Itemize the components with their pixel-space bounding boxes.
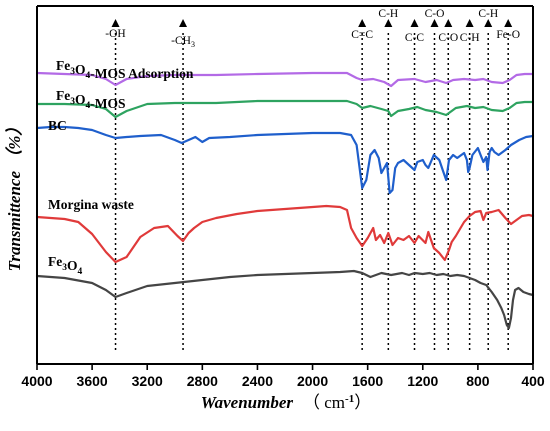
series-group: [35, 71, 535, 330]
annotation-2940-label: -CH3: [171, 35, 195, 49]
x-tick-label-2400: 2400: [242, 373, 273, 389]
series-fe3o4-mos-label: Fe3O4-MOS: [56, 88, 126, 111]
x-tick-label-2000: 2000: [297, 373, 328, 389]
annotation-3430-arrow: [111, 19, 120, 27]
annotation-1015-arrow: [444, 19, 453, 27]
x-tick-group: 4000 3600 3200 2800 2400 2000 1600 1200 800 400: [21, 364, 545, 389]
x-axis-unit-close: ）: [354, 393, 371, 412]
x-axis-label: Wavenumber: [201, 393, 294, 412]
series-fe3o4-mos-line: [35, 99, 535, 119]
annotation-1450-label: C-H: [378, 8, 398, 20]
annotation-580-arrow: [504, 19, 513, 27]
x-tick-label-4000: 4000: [21, 373, 52, 389]
annotation-725-label: C-H: [478, 8, 498, 20]
x-tick-label-3200: 3200: [132, 373, 163, 389]
annotation-860-label: C-H: [460, 32, 480, 44]
annotation-860-arrow: [465, 19, 474, 27]
annotation-580-label: Fe-O: [496, 29, 520, 41]
annotation-1640-arrow: [358, 19, 367, 27]
series-label-group: Fe3O4-MOS Adsorption Fe3O4-MOS BC Morgina w…: [48, 58, 194, 277]
annotation-1015-label: C-O: [438, 32, 458, 44]
x-axis-title: Wavenumber （ cm-1）: [201, 393, 371, 412]
x-tick-label-1600: 1600: [352, 373, 383, 389]
series-fe3o4-mos-adsorption-label: Fe3O4-MOS Adsorption: [56, 58, 194, 81]
annotation-2940-arrow: [179, 19, 188, 27]
x-axis-unit-exp: -1: [345, 393, 354, 405]
series-bc-label: BC: [48, 118, 67, 133]
annotation-1260-label: C-C: [405, 32, 425, 44]
annotation-1450-arrow: [384, 19, 393, 27]
series-bc-line: [35, 125, 535, 195]
series-morgina-waste-label: Morgina waste: [48, 197, 134, 212]
annotation-1115-arrow: [430, 19, 439, 27]
x-tick-label-400: 400: [521, 373, 545, 389]
series-morgina-waste-line: [35, 204, 535, 264]
annotation-725-arrow: [484, 19, 493, 27]
annotation-1115-label: C-O: [425, 8, 445, 20]
x-tick-label-2800: 2800: [187, 373, 218, 389]
annotation-3430-label: -OH: [105, 28, 125, 40]
annotation-1260-arrow: [410, 19, 419, 27]
series-fe3o4-mos-adsorption-line: [35, 71, 535, 88]
y-axis-title: Transmittence （%）: [5, 119, 24, 272]
annotation-1640-label: C=C: [351, 29, 373, 41]
x-tick-label-1200: 1200: [407, 373, 438, 389]
x-tick-label-3600: 3600: [77, 373, 108, 389]
x-axis-unit: （ cm: [303, 393, 345, 412]
series-fe3o4-line: [35, 269, 535, 330]
series-fe3o4-label: Fe3O4: [48, 254, 83, 277]
x-tick-label-800: 800: [466, 373, 490, 389]
